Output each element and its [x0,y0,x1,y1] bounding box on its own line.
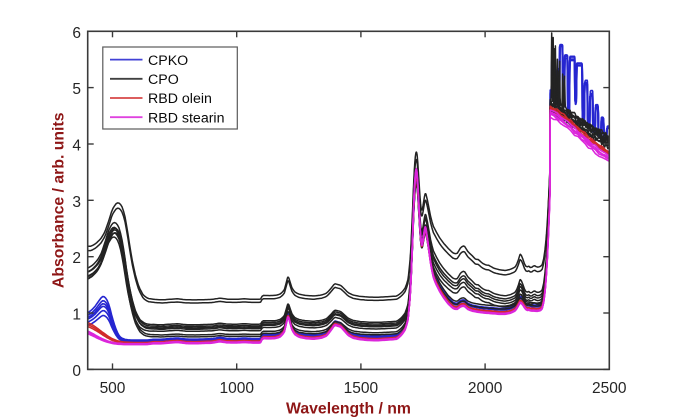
svg-text:2500: 2500 [592,380,627,397]
svg-text:1: 1 [72,307,81,324]
svg-text:Absorbance / arb. units: Absorbance / arb. units [51,112,68,288]
svg-text:1500: 1500 [344,380,379,397]
svg-text:3: 3 [72,194,81,211]
svg-text:5: 5 [72,81,81,98]
svg-text:CPO: CPO [148,72,179,88]
svg-text:CPKO: CPKO [148,53,188,69]
svg-text:2: 2 [72,250,81,267]
svg-text:1000: 1000 [219,380,254,397]
svg-text:6: 6 [72,25,81,42]
svg-text:0: 0 [72,363,81,380]
svg-text:4: 4 [72,138,81,155]
svg-text:RBD olein: RBD olein [148,91,212,107]
svg-text:500: 500 [100,380,126,397]
svg-text:RBD stearin: RBD stearin [148,110,224,126]
svg-text:Wavelength / nm: Wavelength / nm [286,401,411,417]
svg-text:2000: 2000 [468,380,503,397]
